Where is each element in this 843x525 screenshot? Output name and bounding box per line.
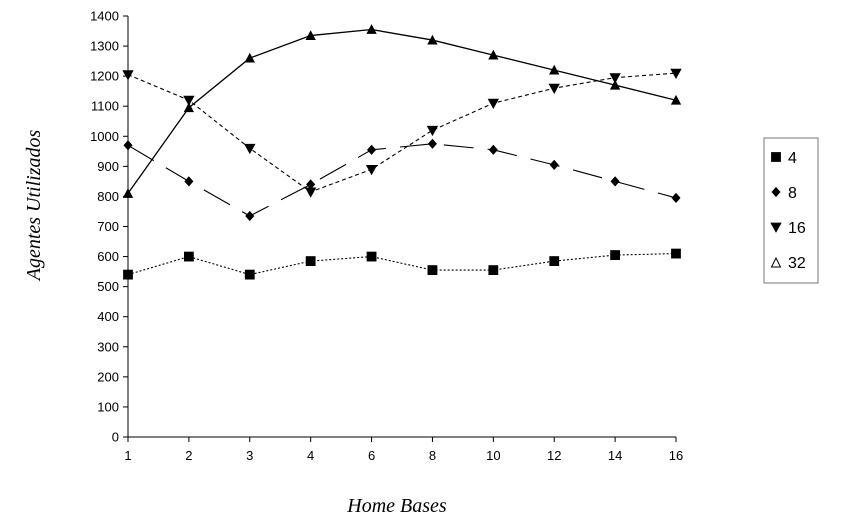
- data-point-8: [184, 176, 194, 187]
- data-point-4: [123, 269, 133, 280]
- series-layer: [122, 24, 682, 280]
- y-tick-label: 800: [97, 189, 119, 204]
- series-32: [122, 24, 682, 198]
- data-point-4: [366, 251, 377, 262]
- y-tick-label: 1000: [90, 129, 119, 144]
- x-tick-label: 2: [185, 448, 192, 463]
- data-point-4: [671, 248, 681, 259]
- y-tick-label: 1300: [90, 39, 119, 54]
- x-axis-title: Home Bases: [346, 495, 447, 517]
- data-point-4: [610, 250, 621, 260]
- x-tick-label: 6: [368, 448, 375, 463]
- x-tick-label: 16: [669, 448, 683, 463]
- series-line-8: [127, 143, 677, 217]
- y-tick-label: 900: [97, 159, 119, 174]
- data-point-32: [183, 102, 195, 113]
- x-tick-label: 12: [547, 448, 561, 463]
- data-point-8: [610, 176, 620, 187]
- data-point-8: [367, 144, 377, 155]
- y-tick-label: 500: [97, 279, 119, 294]
- y-tick-label: 400: [97, 309, 119, 324]
- data-point-32: [305, 30, 316, 40]
- legend-box: [763, 137, 819, 284]
- series-line-32: [127, 28, 677, 194]
- data-point-32: [549, 64, 560, 75]
- data-point-16: [548, 83, 560, 94]
- legend-items: 4 8 16 32: [770, 150, 806, 272]
- x-axis: 1 2 3 4 6 8 10 12 14 16: [124, 436, 683, 463]
- y-tick-label: 1400: [90, 9, 119, 24]
- data-point-4: [549, 256, 560, 266]
- x-ticks: 1 2 3 4 6 8 10 12 14 16: [124, 437, 683, 463]
- legend-marker-32: [770, 256, 782, 268]
- legend-item-8: 8: [771, 185, 797, 202]
- data-point-4: [488, 265, 499, 276]
- series-line-4: [127, 253, 677, 276]
- series-16: [122, 68, 682, 198]
- data-point-8: [671, 192, 681, 204]
- y-tick-label: 200: [97, 369, 119, 384]
- data-point-32: [609, 79, 621, 90]
- y-tick-label: 1200: [90, 69, 119, 84]
- data-point-16: [487, 98, 500, 110]
- y-axis: 0 100 200 300 400 500 600 700 800 900 1000 1100 1200…: [90, 9, 129, 445]
- y-axis-title: Agentes Utilizados: [23, 130, 45, 283]
- series-4: [123, 248, 681, 280]
- x-tick-label: 4: [307, 448, 314, 463]
- data-point-32: [122, 188, 134, 198]
- data-point-32: [670, 94, 682, 105]
- x-tick-label: 14: [608, 448, 622, 463]
- legend: 4 8 16 32: [763, 137, 819, 284]
- y-tick-label: 700: [97, 219, 119, 234]
- y-ticks: 0 100 200 300 400 500 600 700 800 900 1000 1100 1200…: [90, 9, 128, 445]
- x-tick-label: 10: [486, 448, 500, 463]
- legend-marker-4: [771, 152, 781, 162]
- data-point-16: [609, 73, 621, 84]
- legend-item-4: 4: [771, 150, 797, 167]
- data-point-4: [305, 256, 316, 266]
- data-point-16: [304, 187, 317, 198]
- data-point-16: [122, 70, 134, 81]
- legend-marker-8: [771, 186, 781, 198]
- legend-label: 32: [788, 255, 806, 272]
- legend-label: 16: [788, 220, 806, 237]
- y-tick-label: 100: [97, 399, 119, 414]
- x-tick-label: 1: [124, 448, 131, 463]
- data-point-4: [244, 269, 255, 280]
- data-point-32: [427, 34, 438, 45]
- legend-item-16: 16: [770, 220, 806, 237]
- legend-marker-16: [770, 222, 782, 233]
- data-point-16: [244, 143, 256, 155]
- y-tick-label: 0: [112, 430, 119, 445]
- x-tick-label: 8: [429, 448, 436, 463]
- legend-label: 8: [788, 185, 797, 202]
- data-point-4: [183, 251, 194, 262]
- x-tick-label: 3: [246, 448, 253, 463]
- data-point-8: [427, 138, 437, 149]
- y-tick-label: 300: [97, 339, 119, 354]
- data-point-8: [245, 210, 255, 222]
- series-8: [123, 138, 681, 222]
- data-point-4: [427, 265, 438, 276]
- data-point-32: [244, 52, 255, 63]
- y-tick-label: 600: [97, 249, 119, 264]
- data-point-16: [670, 68, 682, 79]
- data-point-32: [366, 24, 377, 34]
- legend-item-32: 32: [770, 255, 806, 272]
- y-tick-label: 1100: [91, 99, 119, 114]
- data-point-16: [183, 95, 195, 107]
- data-point-16: [426, 125, 439, 137]
- legend-label: 4: [788, 150, 797, 167]
- data-point-8: [123, 140, 133, 151]
- data-point-8: [488, 144, 498, 155]
- data-point-32: [488, 49, 499, 60]
- data-point-8: [549, 159, 559, 170]
- data-point-16: [365, 164, 378, 176]
